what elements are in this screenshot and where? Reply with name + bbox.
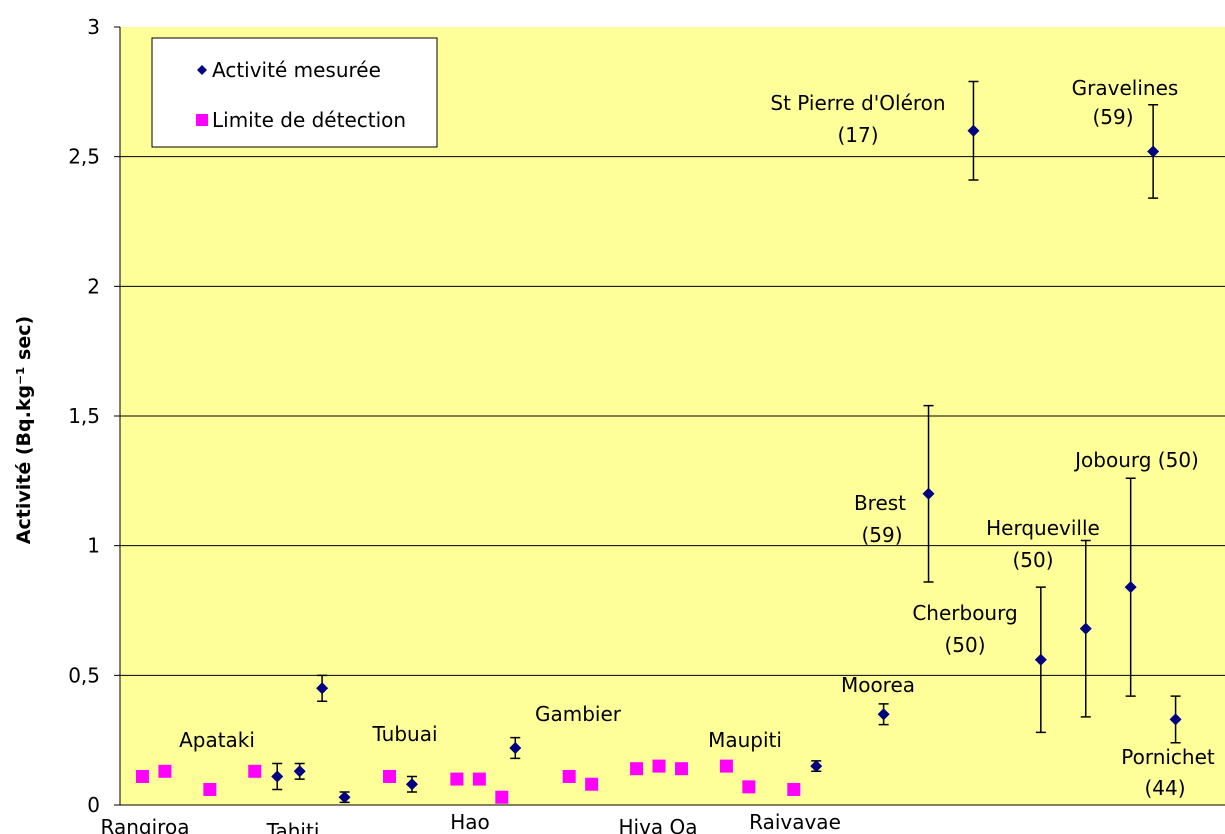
data-point (1034, 653, 1047, 666)
data-point (787, 782, 801, 796)
annotation: Maupiti (708, 728, 782, 752)
annotation: (17) (837, 123, 878, 147)
data-point (630, 762, 644, 776)
annotation: Tubuai (371, 722, 437, 746)
y-tick-label: 1 (87, 534, 100, 558)
data-point (1169, 713, 1182, 726)
annotation: Brest (854, 491, 906, 515)
annotation: Gravelines (1072, 76, 1179, 100)
data-point (674, 762, 688, 776)
data-point (338, 791, 351, 804)
annotation: Gambier (535, 702, 622, 726)
annotation: Tahiti (266, 819, 320, 834)
annotation: (50) (944, 633, 985, 657)
data-point (495, 790, 509, 804)
y-tick-label: 3 (87, 15, 100, 39)
data-point (203, 782, 217, 796)
data-point (1079, 622, 1092, 635)
annotation: Moorea (841, 673, 915, 697)
data-point (922, 487, 935, 500)
annotation: Jobourg (50) (1073, 448, 1199, 472)
data-point (248, 764, 262, 778)
y-tick-label: 1,5 (68, 404, 100, 428)
annotation: Cherbourg (912, 601, 1017, 625)
annotation: (59) (861, 523, 902, 547)
data-point (1147, 145, 1160, 158)
data-point (450, 772, 464, 786)
legend-box (151, 37, 438, 148)
annotation: Rangiroa (101, 815, 190, 834)
data-point (1124, 581, 1137, 594)
y-axis-title: Activité (Bq.kg⁻¹ sec) (13, 316, 35, 544)
data-point (652, 759, 666, 773)
data-point (562, 769, 576, 783)
annotation: Hao (450, 810, 490, 834)
data-point (585, 777, 599, 791)
annotation: Hiva Oa (618, 815, 697, 834)
data-point (742, 780, 756, 794)
y-tick-label: 2 (87, 274, 100, 298)
annotation: Raivavae (749, 810, 841, 834)
data-point (293, 765, 306, 778)
legend-label: Limite de détection (212, 108, 406, 132)
y-tick-label: 0,5 (68, 663, 100, 687)
legend: Activité mesurée Limite de détection (151, 37, 438, 148)
data-point (135, 769, 149, 783)
annotation: (44) (1144, 776, 1185, 800)
legend-label: Activité mesurée (212, 58, 381, 82)
y-tick-label: 0 (87, 793, 100, 817)
data-point (405, 778, 418, 791)
data-point (158, 764, 172, 778)
annotation: (50) (1012, 548, 1053, 572)
data-point (810, 760, 823, 773)
data-point (383, 769, 397, 783)
legend-marker (197, 65, 207, 75)
annotation: St Pierre d'Oléron (770, 91, 945, 115)
data-point (472, 772, 486, 786)
data-point (877, 708, 890, 721)
y-tick-label: 2,5 (68, 145, 100, 169)
data-point (271, 770, 284, 783)
annotation: (59) (1092, 105, 1133, 129)
data-point (316, 682, 329, 695)
data-point (509, 741, 522, 754)
data-point (719, 759, 733, 773)
legend-marker (196, 114, 208, 126)
data-point (967, 124, 980, 137)
annotation: Herqueville (986, 516, 1100, 540)
annotation: Pornichet (1121, 745, 1215, 769)
annotation: Apataki (179, 728, 255, 752)
